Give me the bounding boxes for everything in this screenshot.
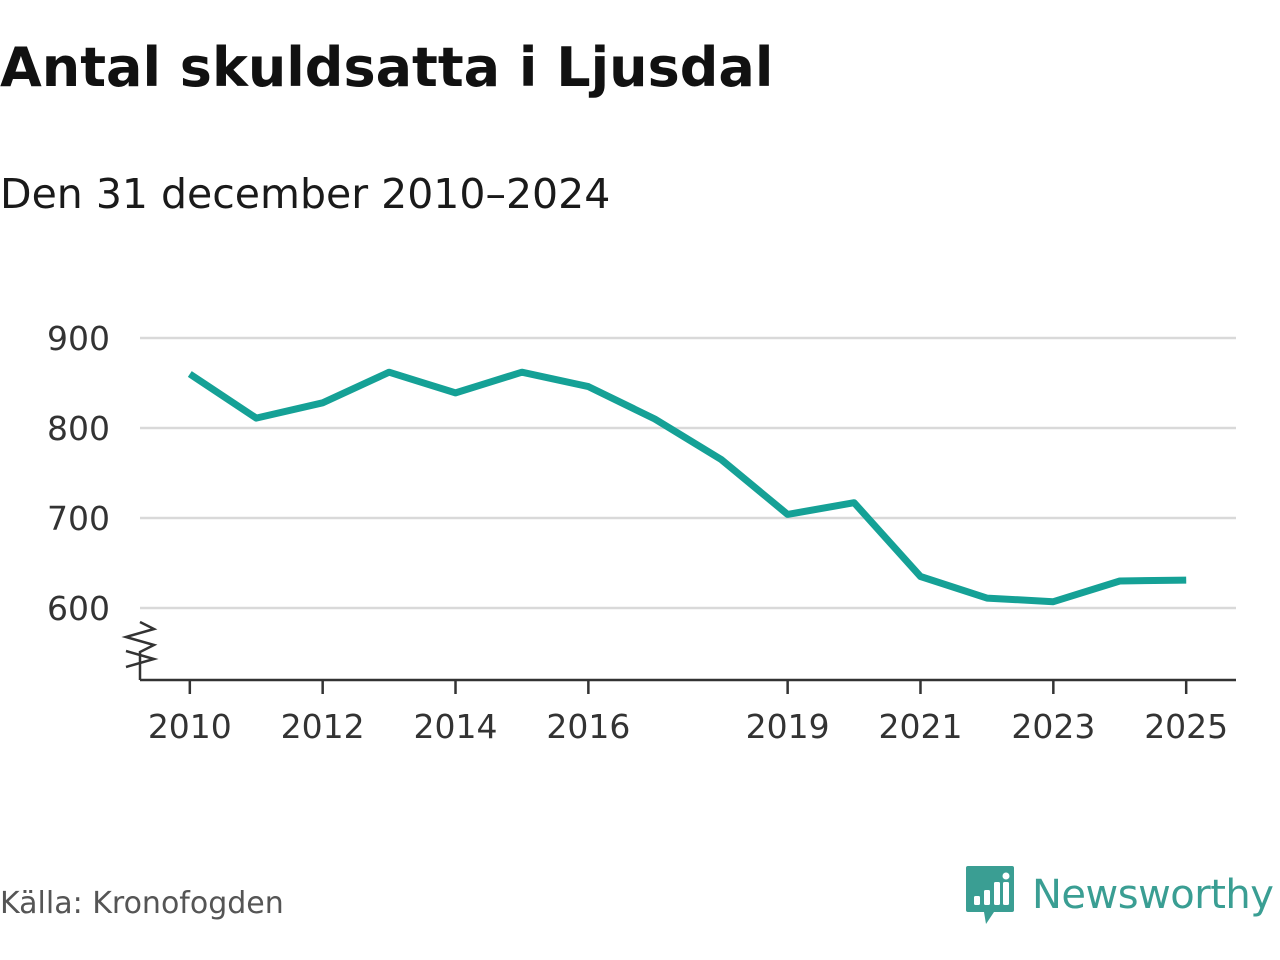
source-note: Källa: Kronofogden — [0, 886, 284, 921]
chart-title: Antal skuldsatta i Ljusdal — [0, 36, 774, 99]
y-tick-label: 600 — [47, 589, 110, 628]
y-axis-break-marker — [121, 620, 158, 680]
x-tick-label: 2023 — [1011, 707, 1095, 746]
y-axis-tick-labels: 600 700 800 900 — [47, 319, 110, 628]
x-tick-label: 2014 — [414, 707, 498, 746]
y-axis-break-zigzag — [125, 649, 159, 669]
y-tick-label: 700 — [47, 499, 110, 538]
series — [187, 368, 1187, 606]
newsworthy-logo-icon — [966, 866, 1014, 924]
grid-lines — [140, 336, 1236, 610]
x-axis — [121, 620, 1236, 682]
x-tick-label: 2012 — [281, 707, 365, 746]
x-tick-label: 2010 — [148, 707, 232, 746]
brand-logo: Newsworthy — [964, 864, 1274, 926]
x-tick-label: 2021 — [878, 707, 962, 746]
y-tick-label: 900 — [47, 319, 110, 358]
x-tick-label: 2025 — [1144, 707, 1228, 746]
x-tick-label: 2019 — [746, 707, 830, 746]
y-tick-label: 800 — [47, 409, 110, 448]
chart-subtitle: Den 31 december 2010–2024 — [0, 170, 611, 218]
brand-name: Newsworthy — [1032, 872, 1274, 918]
x-tick-label: 2016 — [546, 707, 630, 746]
x-axis-ticks: 2010 2012 2014 2016 2019 2021 2023 2025 — [148, 680, 1228, 746]
series-line — [187, 368, 1187, 606]
